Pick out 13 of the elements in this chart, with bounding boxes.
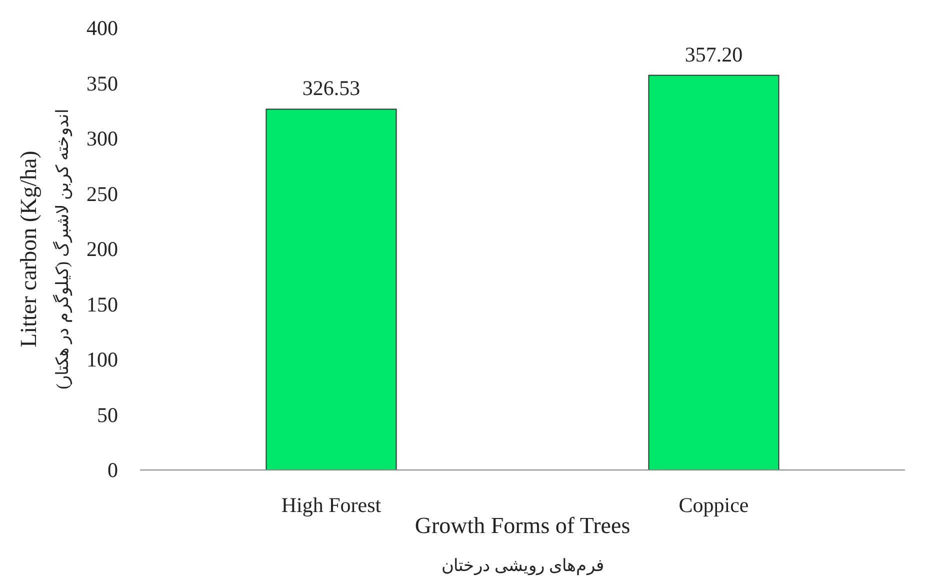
- ytick: 350: [86, 71, 118, 96]
- ytick: 50: [97, 402, 118, 427]
- ytick: 400: [86, 16, 118, 40]
- ytick: 0: [108, 458, 118, 482]
- ytick: 150: [86, 292, 118, 316]
- ytick: 300: [86, 126, 118, 150]
- data-label: 357.20: [684, 42, 743, 66]
- ytick: 100: [86, 348, 118, 372]
- x-tick-label: Coppice: [678, 493, 749, 517]
- data-label: 326.53: [302, 76, 360, 100]
- ytick: 200: [86, 237, 118, 261]
- x-tick-label: High Forest: [281, 493, 382, 517]
- ytick: 250: [86, 182, 118, 206]
